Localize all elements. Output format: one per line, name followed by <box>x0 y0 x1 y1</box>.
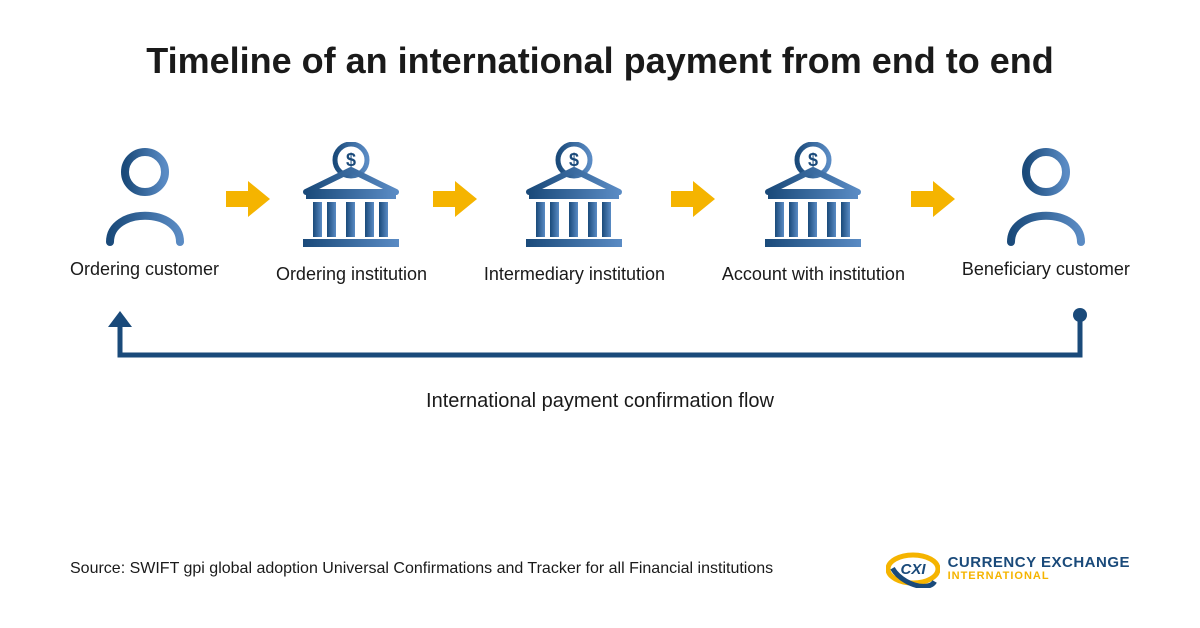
bank-icon: $ <box>291 142 411 252</box>
person-icon <box>100 147 190 247</box>
confirmation-flow: International payment confirmation flow <box>70 305 1130 413</box>
flow-node: $ Account with institution <box>722 142 905 285</box>
person-icon <box>1001 147 1091 247</box>
page-title: Timeline of an international payment fro… <box>70 40 1130 82</box>
flow-node: Beneficiary customer <box>962 147 1130 280</box>
svg-text:CXI: CXI <box>900 561 926 578</box>
brand-logo: CXI CURRENCY EXCHANGE INTERNATIONAL <box>886 550 1130 588</box>
bank-icon: $ <box>753 142 873 252</box>
flow-row: Ordering customer $ Ordering institution <box>70 142 1130 285</box>
flow-arrow <box>911 181 955 247</box>
arrow-right-icon <box>671 181 715 217</box>
source-text: Source: SWIFT gpi global adoption Univer… <box>70 560 773 578</box>
logo-line2: INTERNATIONAL <box>948 571 1130 583</box>
flow-node-label: Beneficiary customer <box>962 259 1130 280</box>
logo-line1: CURRENCY EXCHANGE <box>948 555 1130 571</box>
flow-arrow <box>671 181 715 247</box>
flow-node-label: Account with institution <box>722 264 905 285</box>
arrow-right-icon <box>911 181 955 217</box>
footer: Source: SWIFT gpi global adoption Univer… <box>70 550 1130 588</box>
confirmation-arrow-icon <box>70 305 1130 375</box>
flow-node-label: Intermediary institution <box>484 264 665 285</box>
flow-arrow <box>226 181 270 247</box>
flow-node-label: Ordering institution <box>276 264 427 285</box>
cxi-logo-icon: CXI <box>886 550 940 588</box>
flow-node: $ Intermediary institution <box>484 142 665 285</box>
bank-icon: $ <box>514 142 634 252</box>
flow-node-label: Ordering customer <box>70 259 219 280</box>
arrow-right-icon <box>226 181 270 217</box>
flow-node: $ Ordering institution <box>276 142 427 285</box>
flow-arrow <box>433 181 477 247</box>
flow-node: Ordering customer <box>70 147 219 280</box>
confirmation-label: International payment confirmation flow <box>70 390 1130 413</box>
arrow-right-icon <box>433 181 477 217</box>
